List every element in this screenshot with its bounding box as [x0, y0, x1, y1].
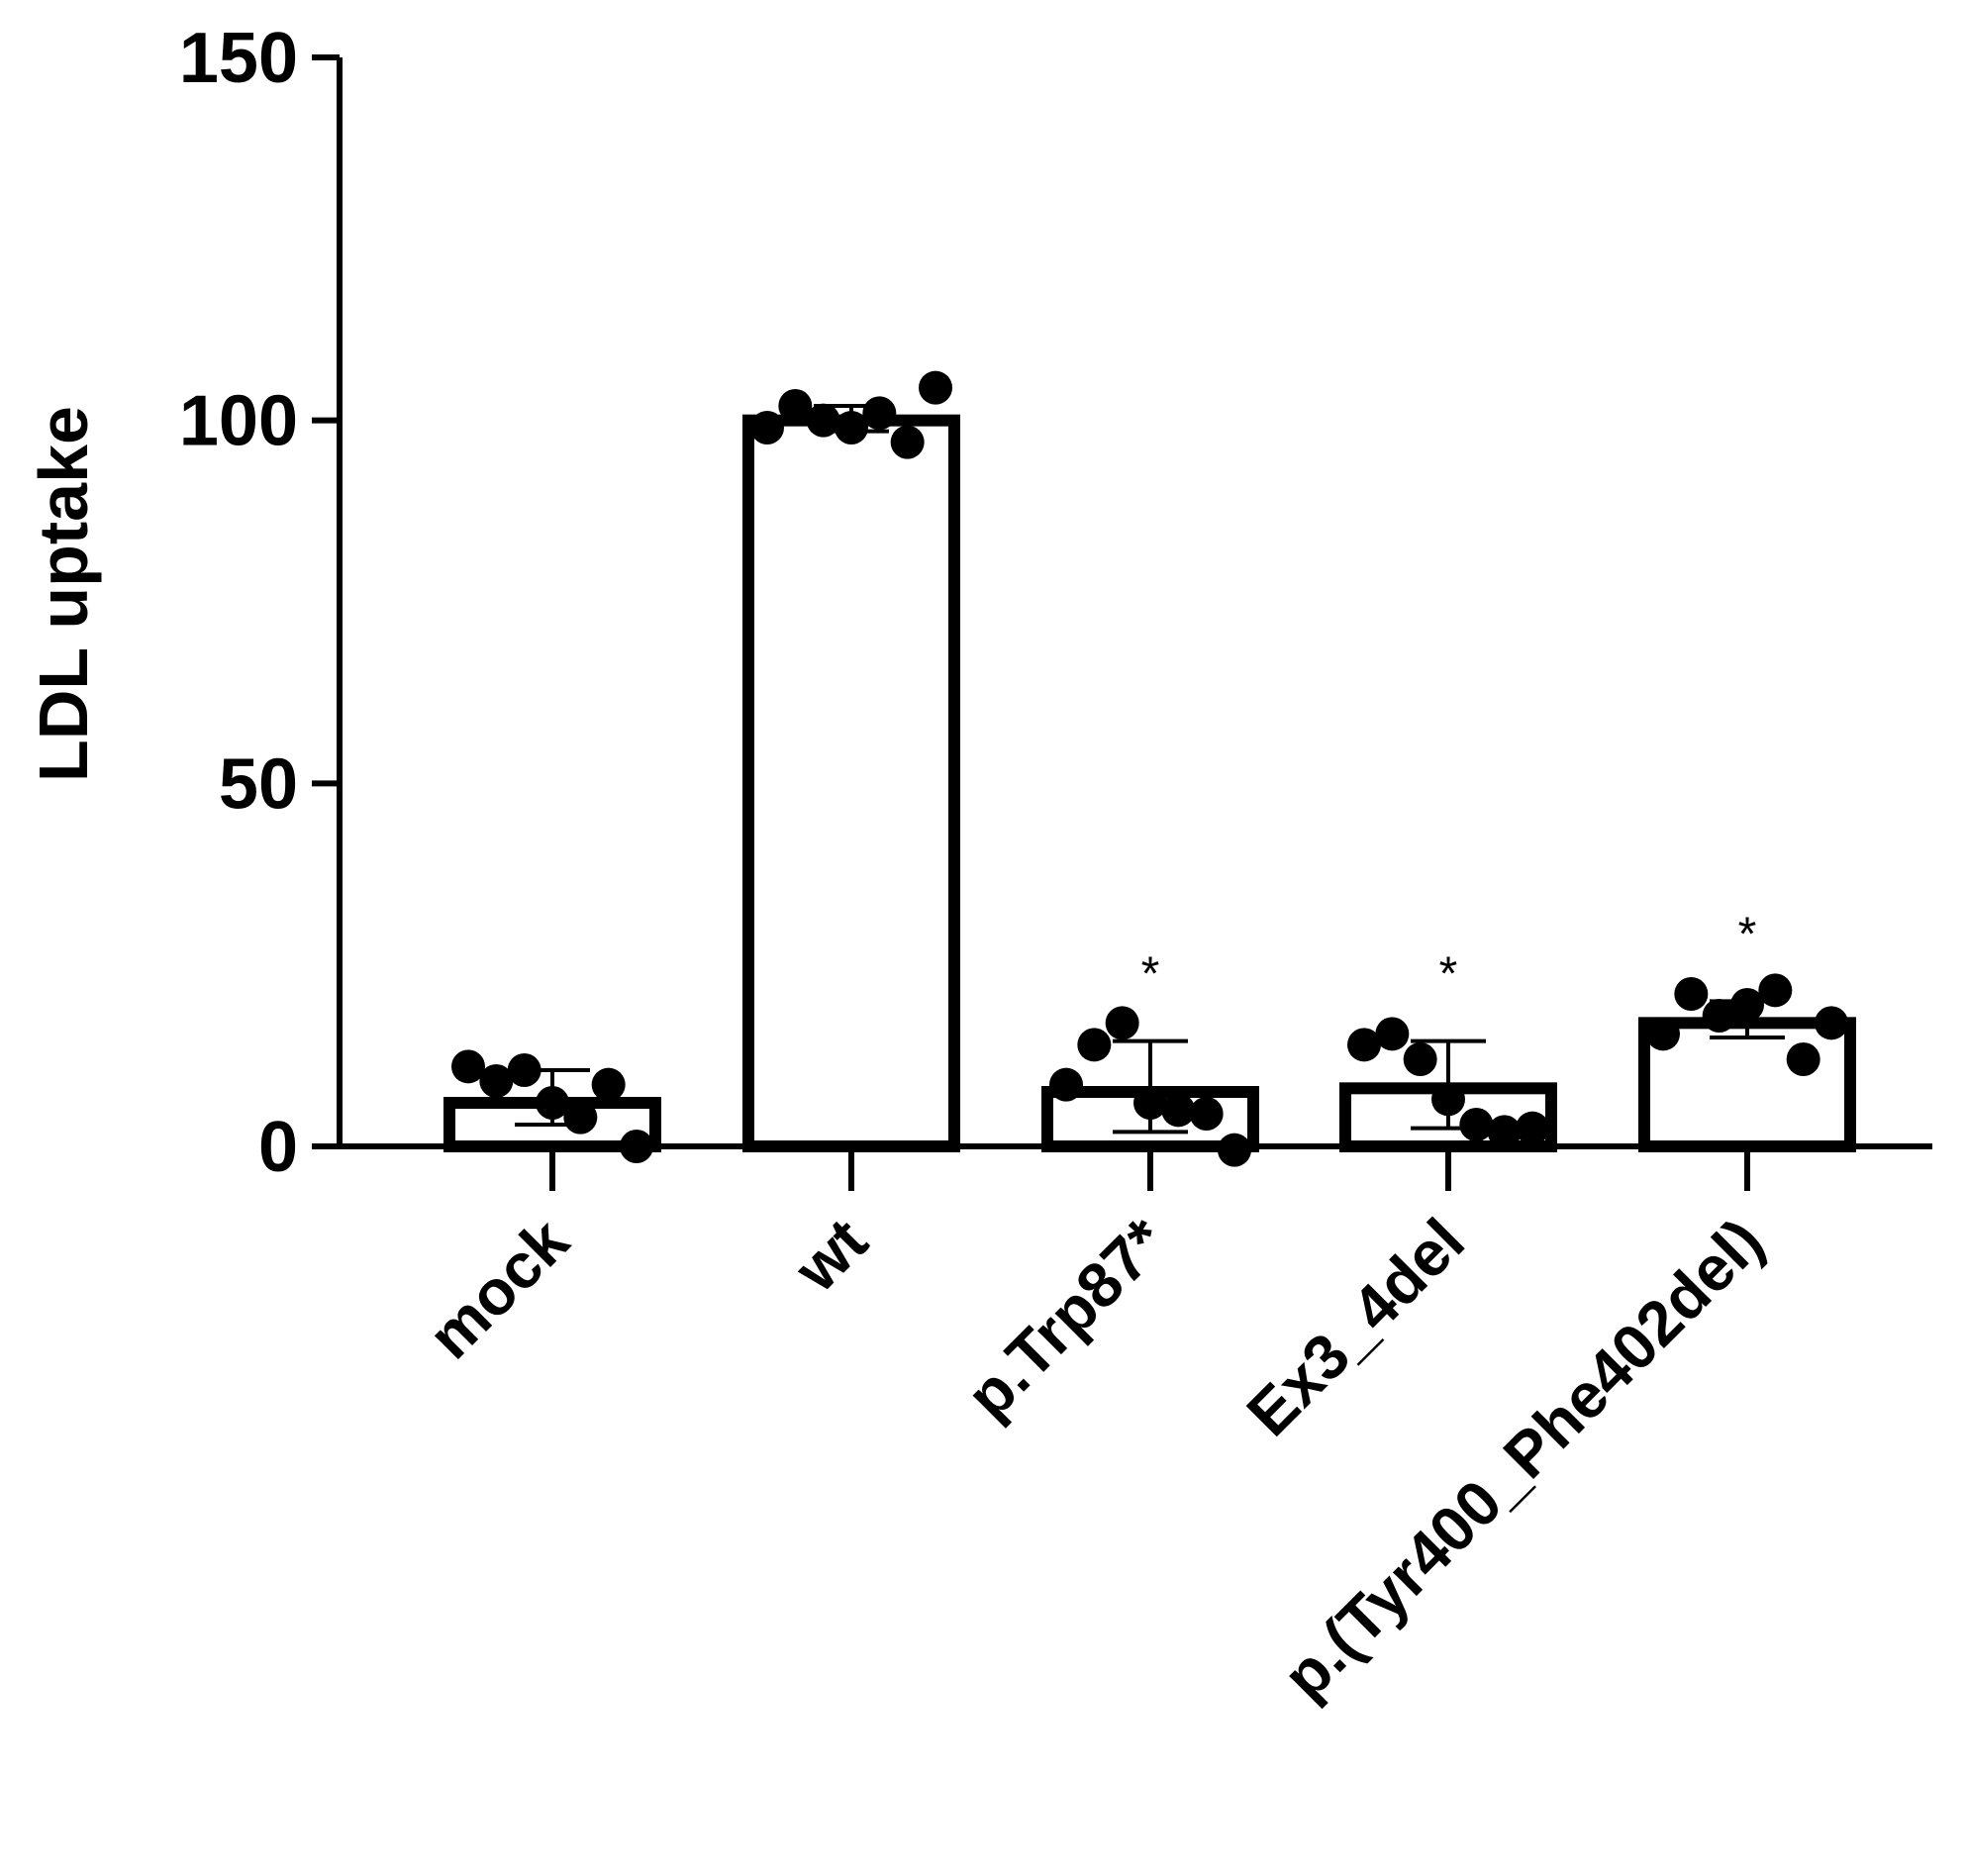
data-point	[1161, 1093, 1196, 1128]
bar	[742, 414, 960, 1152]
data-point	[890, 425, 925, 459]
data-point	[1077, 1028, 1112, 1062]
data-point	[1189, 1097, 1224, 1131]
data-point	[1403, 1042, 1437, 1076]
data-point	[862, 396, 897, 431]
data-point	[620, 1130, 653, 1163]
data-point	[1730, 988, 1764, 1022]
data-point	[479, 1064, 514, 1098]
data-point	[1786, 1042, 1820, 1076]
y-axis-title: LDL uptake	[25, 406, 102, 782]
data-point	[563, 1100, 598, 1135]
data-point	[778, 389, 813, 423]
significance-marker: *	[1439, 948, 1458, 1001]
data-point	[1815, 1006, 1848, 1040]
y-tick-label: 0	[258, 1108, 298, 1187]
significance-marker: *	[1738, 908, 1757, 960]
data-point	[1758, 973, 1793, 1008]
y-tick-label: 100	[179, 382, 298, 461]
data-point	[507, 1053, 541, 1087]
data-point	[1133, 1086, 1167, 1120]
plot-area: 0 50 100 150 mock wt p.Trp87* * Ex3_4del * p.(Tyr4…	[179, 19, 1932, 1713]
data-point	[919, 370, 952, 405]
data-point	[1105, 1006, 1139, 1040]
data-point	[1049, 1067, 1083, 1102]
data-point	[1646, 1017, 1680, 1051]
data-point	[451, 1049, 485, 1084]
x-tick-label: wt	[780, 1205, 881, 1306]
data-point	[750, 411, 784, 444]
y-tick-label: 150	[179, 19, 298, 98]
data-point	[1375, 1017, 1410, 1051]
data-point	[1459, 1108, 1494, 1141]
x-tick-label: mock	[415, 1205, 582, 1372]
data-point	[536, 1086, 569, 1120]
significance-marker: *	[1141, 948, 1160, 1001]
data-point	[1702, 999, 1736, 1033]
data-point	[1516, 1111, 1549, 1145]
x-tick-label: Ex3_4del	[1233, 1205, 1478, 1449]
data-point	[1218, 1133, 1251, 1167]
data-point	[1674, 977, 1709, 1011]
x-tick-label: p.(Tyr400_Phe402del)	[1269, 1205, 1777, 1713]
data-point	[835, 411, 868, 444]
data-point	[591, 1067, 626, 1102]
data-point	[1487, 1115, 1522, 1149]
y-tick-label: 50	[219, 744, 298, 824]
x-tick-label: p.Trp87*	[952, 1205, 1180, 1432]
data-point	[806, 403, 840, 438]
data-point	[1347, 1028, 1381, 1062]
data-point	[1431, 1082, 1465, 1117]
